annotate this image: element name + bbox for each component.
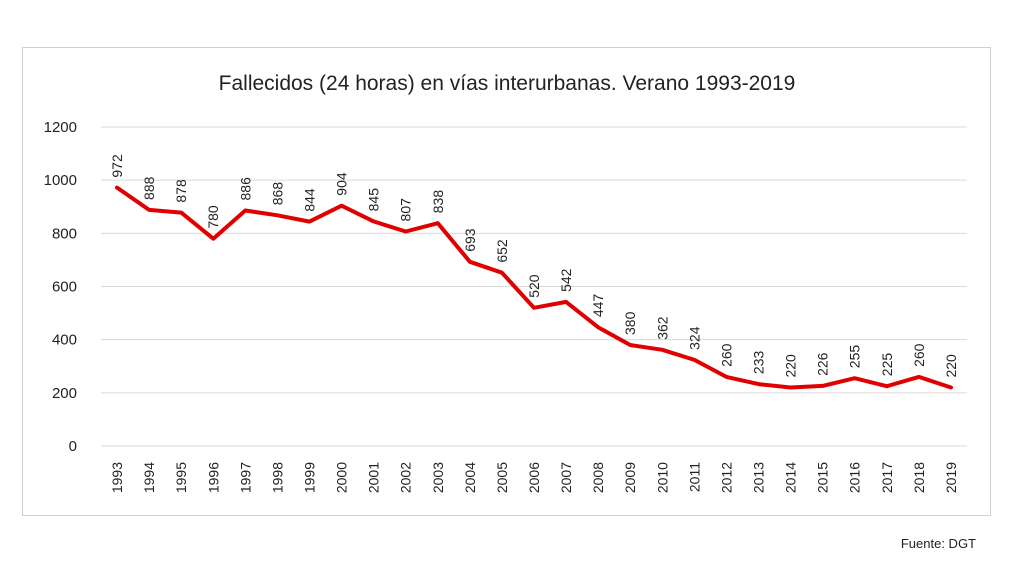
y-tick-label: 800 (52, 225, 77, 242)
data-label: 447 (590, 294, 606, 318)
data-label: 260 (911, 343, 927, 367)
y-axis-ticks: 0 200 400 600 800 1000 1200 (44, 119, 77, 455)
data-label: 838 (430, 190, 446, 214)
data-label: 220 (943, 354, 959, 378)
x-tick-label: 2006 (526, 462, 542, 493)
x-tick-label: 2010 (654, 462, 670, 493)
x-tick-label: 2003 (430, 462, 446, 493)
data-label: 520 (526, 274, 542, 298)
y-tick-label: 0 (69, 438, 77, 455)
x-tick-label: 2008 (590, 462, 606, 493)
x-tick-label: 2014 (783, 462, 799, 493)
y-tick-label: 1200 (44, 119, 77, 136)
data-label: 225 (879, 353, 895, 377)
x-tick-label: 2009 (622, 462, 638, 493)
source-note: Fuente: DGT (900, 536, 976, 551)
data-label: 888 (141, 176, 157, 200)
x-tick-label: 2013 (751, 462, 767, 493)
x-tick-label: 2000 (334, 462, 350, 493)
x-tick-label: 2015 (815, 462, 831, 493)
x-tick-label: 1993 (109, 462, 125, 493)
y-tick-label: 600 (52, 279, 77, 296)
chart-frame: Fallecidos (24 horas) en vías interurban… (22, 47, 991, 516)
data-label: 260 (718, 343, 734, 367)
chart-title: Fallecidos (24 horas) en vías interurban… (219, 72, 796, 95)
data-label: 868 (269, 182, 285, 206)
x-tick-label: 1995 (173, 462, 189, 493)
x-tick-label: 2019 (943, 462, 959, 493)
x-tick-label: 1999 (301, 462, 317, 493)
data-label: 886 (237, 177, 253, 201)
x-tick-label: 2005 (494, 462, 510, 493)
y-tick-label: 1000 (44, 172, 77, 189)
series-line (115, 185, 953, 390)
x-tick-label: 1994 (141, 462, 157, 493)
x-tick-label: 2018 (911, 462, 927, 493)
data-label: 233 (751, 350, 767, 374)
x-tick-label: 2017 (879, 462, 895, 493)
x-tick-label: 2004 (462, 462, 478, 493)
x-tick-label: 2012 (718, 462, 734, 493)
data-label: 878 (173, 179, 189, 203)
data-label: 844 (301, 188, 317, 212)
data-label: 362 (654, 316, 670, 340)
data-label: 780 (205, 205, 221, 229)
x-tick-label: 1998 (269, 462, 285, 493)
data-label: 226 (815, 352, 831, 376)
x-tick-label: 2007 (558, 462, 574, 493)
data-label: 972 (109, 154, 125, 178)
x-tick-label: 2016 (847, 462, 863, 493)
y-tick-label: 200 (52, 385, 77, 402)
x-tick-label: 2011 (686, 462, 702, 492)
x-tick-label: 2001 (366, 462, 382, 493)
x-axis-ticks: 1993 1994 1995 1996 1997 1998 1999 2000 2001 2002… (109, 462, 959, 493)
line-chart: Fallecidos (24 horas) en vías interurban… (44, 72, 967, 493)
data-label: 693 (462, 228, 478, 252)
series-line-layer (115, 185, 953, 390)
x-tick-label: 1996 (205, 462, 221, 493)
data-label: 255 (847, 345, 863, 369)
y-tick-label: 400 (52, 332, 77, 349)
data-label: 652 (494, 239, 510, 263)
data-label: 807 (398, 198, 414, 222)
x-tick-label: 1997 (237, 462, 253, 493)
data-label: 380 (622, 311, 638, 335)
data-label: 220 (783, 354, 799, 378)
data-label: 845 (366, 188, 382, 212)
data-label: 324 (686, 326, 702, 350)
data-labels: 972 888 878 780 886 868 844 904 845 807 838 693 652 5… (109, 154, 959, 377)
data-label: 542 (558, 268, 574, 292)
x-tick-label: 2002 (398, 462, 414, 493)
data-label: 904 (334, 172, 350, 196)
grid-lines (101, 126, 967, 447)
